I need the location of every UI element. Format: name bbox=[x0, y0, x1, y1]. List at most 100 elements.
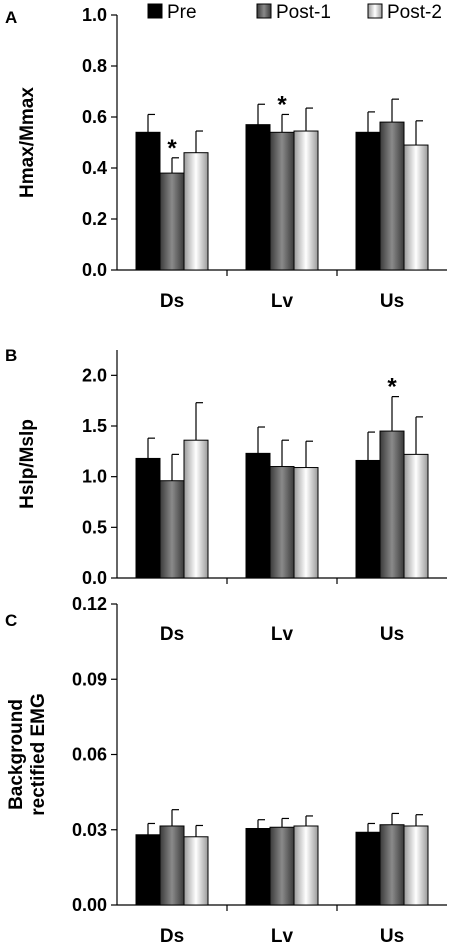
error-bar bbox=[415, 120, 423, 146]
legend-swatch bbox=[256, 3, 272, 19]
y-tick-label: 0.09 bbox=[72, 669, 107, 689]
y-tick-label: 1.5 bbox=[82, 416, 107, 436]
bar-post-1-us bbox=[379, 824, 405, 906]
x-category-label: Lv bbox=[271, 926, 294, 942]
y-tick-label: 0.6 bbox=[82, 107, 107, 127]
error-bar bbox=[391, 98, 399, 123]
error-bar bbox=[367, 822, 375, 833]
legend-item-post-2: Post-2 bbox=[367, 2, 442, 23]
x-category-label: Us bbox=[380, 291, 404, 312]
bar-post-1-ds bbox=[159, 172, 185, 271]
bar-post-1-ds bbox=[159, 825, 185, 906]
error-bar bbox=[171, 809, 179, 826]
error-bar bbox=[147, 822, 155, 835]
y-axis-label-line: Hslp/Mslp bbox=[17, 419, 38, 509]
error-bar bbox=[367, 431, 375, 461]
bar-pre-lv bbox=[245, 124, 271, 271]
y-tick-label: 0.2 bbox=[82, 209, 107, 229]
y-tick-label: 0.12 bbox=[72, 594, 107, 614]
legend-swatch bbox=[147, 3, 163, 19]
error-bar bbox=[257, 819, 265, 829]
significance-asterisk: * bbox=[277, 91, 287, 118]
x-category-label: Lv bbox=[271, 291, 294, 312]
bar-post-2-lv bbox=[293, 825, 319, 906]
error-bar bbox=[147, 437, 155, 459]
bar-post-2-lv bbox=[293, 467, 319, 579]
y-axis-label: Hmax/Mmax bbox=[17, 87, 38, 198]
y-axis-label-line: Hmax/Mmax bbox=[17, 87, 38, 198]
error-bar bbox=[415, 416, 423, 455]
bar-post-2-lv bbox=[293, 130, 319, 271]
significance-asterisk: * bbox=[167, 135, 177, 162]
x-category-label: Us bbox=[380, 926, 404, 942]
y-axis-label: Backgroundrectified EMG bbox=[6, 693, 49, 815]
error-bar bbox=[281, 439, 289, 467]
x-category-label: Ds bbox=[160, 291, 184, 312]
y-tick-label: 1.0 bbox=[82, 5, 107, 25]
panel-letter: C bbox=[5, 611, 17, 630]
error-bar bbox=[281, 113, 289, 133]
bar-post-1-us bbox=[379, 430, 405, 579]
error-bar bbox=[415, 814, 423, 826]
bar-post-1-lv bbox=[269, 466, 295, 579]
y-tick-label: 0.4 bbox=[82, 158, 107, 178]
y-tick-label: 1.0 bbox=[82, 467, 107, 487]
error-bar bbox=[391, 396, 399, 432]
significance-asterisk: * bbox=[387, 374, 397, 401]
error-bar bbox=[305, 815, 313, 826]
y-tick-label: 0.0 bbox=[82, 568, 107, 588]
bar-pre-us bbox=[355, 131, 381, 271]
panel-c: C Backgroundrectified EMG 0.00 0.03 0.06 0.09… bbox=[5, 594, 447, 942]
bar-pre-ds bbox=[135, 834, 161, 906]
bar-pre-ds bbox=[135, 457, 161, 579]
error-bar bbox=[305, 440, 313, 468]
legend-label: Post-2 bbox=[387, 2, 442, 23]
y-tick-label: 0.00 bbox=[72, 895, 107, 915]
bar-post-2-us bbox=[403, 144, 429, 271]
panel-a: A Hmax/Mmax 0.0 0.2 0.4 0.6 0.8 1.0 Ds Lv Us * * bbox=[5, 5, 447, 312]
bar-pre-lv bbox=[245, 452, 271, 579]
legend: Pre Post-1 Post-2 bbox=[147, 2, 442, 23]
y-tick-label: 2.0 bbox=[82, 365, 107, 385]
error-bar bbox=[367, 111, 375, 133]
bar-post-2-ds bbox=[183, 439, 209, 579]
error-bar bbox=[195, 130, 203, 153]
panel-b: B Hslp/Mslp 0.0 0.5 1.0 1.5 2.0 Ds Lv Us * bbox=[5, 346, 447, 645]
chart-panels: A Hmax/Mmax 0.0 0.2 0.4 0.6 0.8 1.0 Ds Lv Us * * B Hsl… bbox=[5, 5, 447, 942]
y-axis-label: Hslp/Mslp bbox=[17, 419, 38, 509]
error-bar bbox=[281, 817, 289, 828]
error-bar bbox=[391, 812, 399, 825]
error-bar bbox=[257, 103, 265, 125]
y-axis-label-line: rectified EMG bbox=[28, 693, 49, 815]
bar-pre-us bbox=[355, 831, 381, 906]
error-bar bbox=[195, 402, 203, 441]
bar-pre-lv bbox=[245, 827, 271, 906]
bar-post-1-ds bbox=[159, 480, 185, 579]
error-bar bbox=[195, 824, 203, 837]
y-tick-label: 0.0 bbox=[82, 260, 107, 280]
x-category-label: Us bbox=[380, 624, 404, 645]
legend-item-post-1: Post-1 bbox=[256, 2, 331, 23]
x-category-label: Lv bbox=[271, 624, 294, 645]
bar-pre-ds bbox=[135, 131, 161, 271]
y-axis-label-line: Background bbox=[6, 699, 27, 810]
error-bar bbox=[171, 453, 179, 481]
panel-letter: A bbox=[5, 8, 17, 27]
y-tick-label: 0.03 bbox=[72, 820, 107, 840]
x-category-label: Ds bbox=[160, 926, 184, 942]
legend-label: Post-1 bbox=[276, 2, 331, 23]
bar-post-1-lv bbox=[269, 826, 295, 906]
y-tick-label: 0.8 bbox=[82, 56, 107, 76]
bar-post-1-lv bbox=[269, 131, 295, 271]
y-tick-label: 0.5 bbox=[82, 517, 107, 537]
bar-pre-us bbox=[355, 459, 381, 579]
panel-letter: B bbox=[5, 346, 17, 365]
error-bar bbox=[147, 113, 155, 133]
legend-label: Pre bbox=[167, 2, 197, 23]
error-bar bbox=[171, 157, 179, 174]
error-bar bbox=[305, 107, 313, 132]
legend-swatch bbox=[367, 3, 383, 19]
error-bar bbox=[257, 426, 265, 454]
x-category-label: Ds bbox=[160, 624, 184, 645]
